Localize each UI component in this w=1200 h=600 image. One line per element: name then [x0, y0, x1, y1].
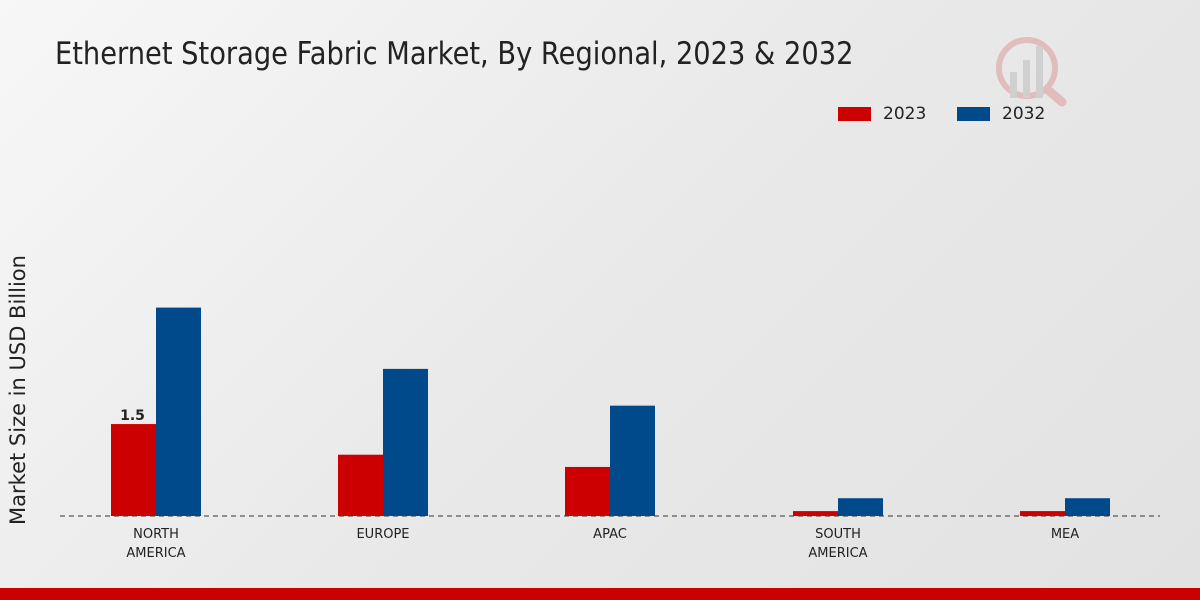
- bar-2032-europe: [383, 368, 428, 516]
- x-tick-label: APAC: [593, 527, 627, 542]
- bar-2023-apac: [565, 466, 610, 516]
- x-tick-label: MEA: [1051, 527, 1079, 542]
- bar-2032-north-america: [156, 307, 201, 516]
- legend-item-2032: 2032: [957, 104, 1045, 124]
- legend-swatch-2023: [838, 107, 871, 121]
- legend-swatch-2032: [957, 107, 990, 121]
- bar-2032-mea: [1065, 498, 1110, 516]
- bar-2023-mea: [1020, 511, 1065, 516]
- x-tick-label: SOUTH AMERICA: [808, 527, 867, 561]
- bar-2032-apac: [610, 405, 655, 516]
- data-label: 1.5: [120, 408, 145, 424]
- chart-title: Ethernet Storage Fabric Market, By Regio…: [55, 36, 854, 72]
- legend-label: 2023: [883, 104, 927, 124]
- legend-label: 2032: [1002, 104, 1046, 124]
- logo-watermark: [996, 37, 1067, 107]
- bar-2023-europe: [338, 454, 383, 516]
- x-tick-label: EUROPE: [356, 527, 409, 542]
- bar-2032-south-america: [838, 498, 883, 516]
- bottom-accent-bar: [0, 588, 1200, 600]
- x-tick-label: NORTH AMERICA: [126, 527, 185, 561]
- legend-item-2023: 2023: [838, 104, 926, 124]
- bar-2023-south-america: [793, 511, 838, 516]
- bar-2023-north-america: [111, 424, 156, 516]
